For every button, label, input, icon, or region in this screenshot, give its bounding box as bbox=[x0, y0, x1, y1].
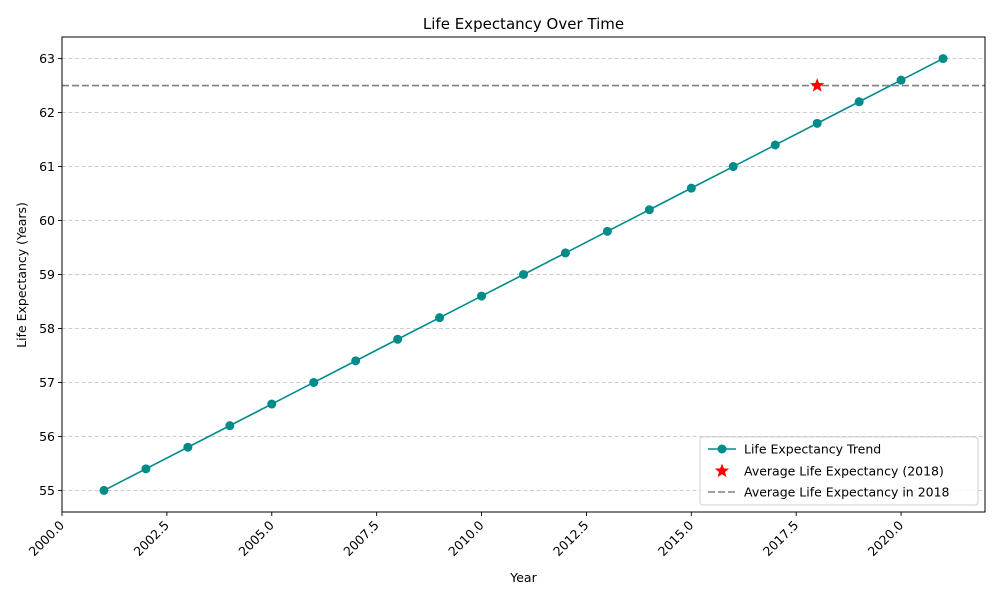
y-axis-label: Life Expectancy (Years) bbox=[14, 202, 29, 348]
trend-point bbox=[183, 442, 193, 452]
y-tick-label: 62 bbox=[39, 105, 55, 120]
trend-point bbox=[686, 183, 696, 193]
x-axis-label: Year bbox=[509, 570, 537, 585]
legend-label: Life Expectancy Trend bbox=[744, 442, 881, 457]
trend-point bbox=[854, 97, 864, 107]
y-tick-label: 60 bbox=[39, 213, 55, 228]
trend-point bbox=[267, 399, 277, 409]
y-tick-label: 57 bbox=[39, 375, 55, 390]
trend-point bbox=[728, 162, 738, 172]
trend-point bbox=[99, 485, 109, 495]
star-point bbox=[810, 78, 825, 92]
y-tick-label: 63 bbox=[39, 51, 55, 66]
legend-label: Average Life Expectancy (2018) bbox=[744, 464, 944, 479]
legend-box bbox=[699, 436, 979, 506]
y-gridlines bbox=[62, 58, 985, 491]
trend-point bbox=[519, 270, 528, 279]
series-group bbox=[99, 54, 948, 495]
trend-point bbox=[393, 334, 403, 344]
y-tick-label: 61 bbox=[39, 159, 55, 174]
y-tick-label: 56 bbox=[39, 429, 55, 444]
chart-title: Life Expectancy Over Time bbox=[423, 15, 624, 33]
trend-point bbox=[435, 313, 445, 323]
trend-point bbox=[644, 205, 654, 215]
trend-point bbox=[225, 421, 235, 431]
trend-point bbox=[812, 118, 822, 128]
legend: Life Expectancy Trend Average Life Expect… bbox=[699, 436, 979, 506]
trend-point bbox=[938, 54, 948, 64]
trend-point bbox=[309, 377, 319, 387]
legend-star-swatch bbox=[714, 463, 730, 478]
y-axis-ticks: 55 56 57 58 59 60 61 62 63 bbox=[39, 51, 62, 498]
trend-point bbox=[896, 75, 906, 85]
trend-point bbox=[477, 291, 487, 301]
legend-label: Average Life Expectancy in 2018 bbox=[744, 485, 950, 500]
trend-point bbox=[351, 356, 361, 366]
trend-point bbox=[602, 226, 612, 236]
y-tick-label: 55 bbox=[39, 483, 55, 498]
trend-point bbox=[560, 248, 570, 258]
y-tick-label: 59 bbox=[39, 267, 55, 282]
trend-point bbox=[770, 140, 780, 150]
legend-circle-swatch bbox=[717, 444, 727, 454]
trend-point bbox=[141, 464, 151, 474]
y-tick-label: 58 bbox=[39, 321, 55, 336]
